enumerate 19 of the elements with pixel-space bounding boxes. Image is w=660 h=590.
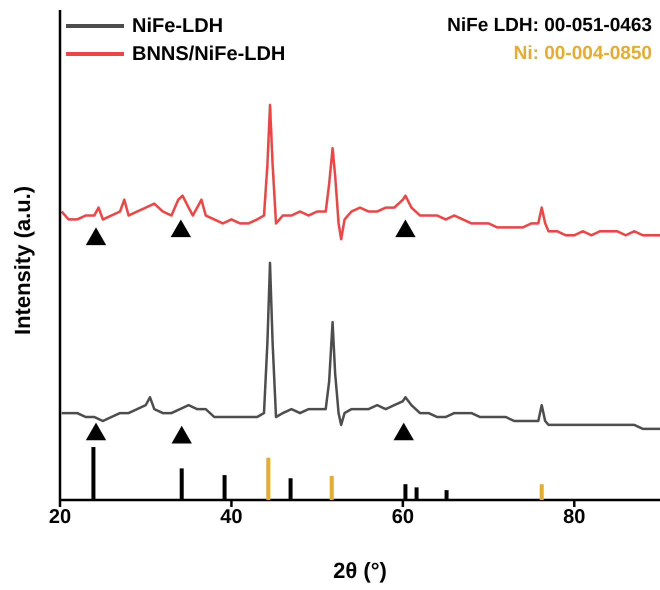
bar: [330, 476, 334, 500]
point: [86, 422, 106, 440]
y-axis-title: Intensity (a.u.): [10, 186, 35, 335]
point: [86, 227, 106, 246]
x-tick-label: 80: [563, 506, 586, 528]
x-axis-title: 2θ (°): [333, 558, 387, 583]
bar: [540, 484, 544, 500]
x-tick-label: 60: [392, 506, 414, 528]
point: [394, 422, 414, 440]
point: [395, 220, 416, 238]
text: Ni: 00-004-0850: [512, 42, 652, 66]
point: [172, 426, 192, 444]
legend-label: NiFe-LDH: [132, 14, 224, 38]
x-tick-label: 20: [48, 506, 72, 528]
bar: [266, 458, 270, 500]
legend-label: BNNS/NiFe-LDH: [132, 42, 286, 66]
text: NiFe LDH: 00-051-0463: [447, 14, 652, 38]
point: [170, 220, 192, 238]
x-tick-label: 40: [220, 506, 243, 528]
